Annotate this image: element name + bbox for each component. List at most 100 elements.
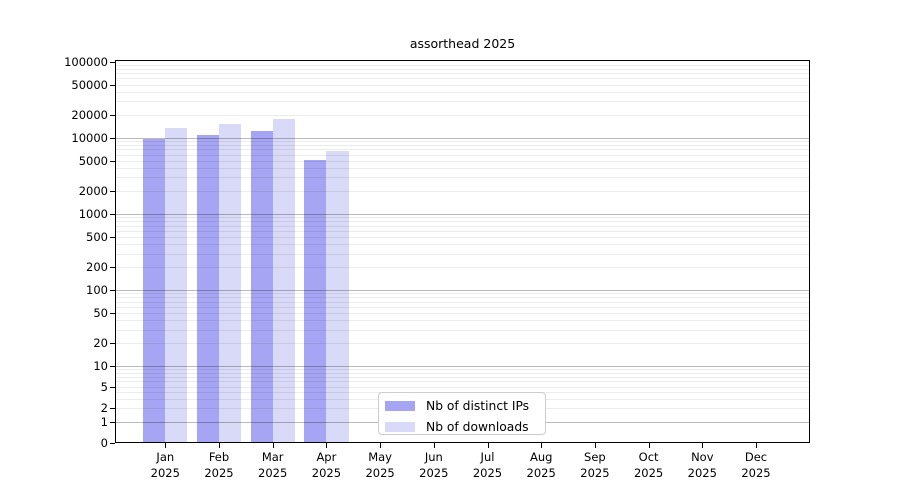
y-tick-mark-20 xyxy=(110,343,115,345)
legend-label-distinct-ips: Nb of distinct IPs xyxy=(426,398,530,413)
x-tick-label-may: May 2025 xyxy=(353,450,407,481)
x-tick-year: 2025 xyxy=(419,465,449,480)
x-tick-month: Mar xyxy=(261,450,284,464)
y-tick-label-100: 100 xyxy=(86,282,108,297)
x-tick-mark-nov xyxy=(702,443,704,448)
y-tick-mark-10 xyxy=(110,366,115,367)
legend-label-downloads: Nb of downloads xyxy=(426,419,529,434)
y-tick-mark-20000 xyxy=(110,114,115,116)
x-tick-label-jun: Jun 2025 xyxy=(407,450,461,481)
legend-swatch-downloads xyxy=(385,421,415,432)
y-tick-label-5: 5 xyxy=(100,379,108,394)
x-tick-year: 2025 xyxy=(526,465,556,480)
y-tick-label-200: 200 xyxy=(86,259,108,274)
plot-area xyxy=(115,60,810,443)
y-tick-mark-5000 xyxy=(110,160,115,162)
legend-item-downloads: Nb of downloads xyxy=(385,418,545,435)
x-tick-year: 2025 xyxy=(365,465,395,480)
x-tick-label-oct: Oct 2025 xyxy=(622,450,676,481)
y-tick-label-2: 2 xyxy=(100,400,108,415)
y-tick-label-1000: 1000 xyxy=(78,206,108,221)
legend-swatch-distinct-ips xyxy=(385,400,415,411)
x-tick-mark-oct xyxy=(648,443,650,448)
x-tick-month: Feb xyxy=(208,450,230,464)
y-tick-mark-100000 xyxy=(110,61,115,63)
bar-downloads-mar xyxy=(272,119,295,443)
x-tick-year: 2025 xyxy=(150,465,180,480)
bar-downloads-feb xyxy=(219,124,242,443)
y-tick-mark-100 xyxy=(110,289,115,291)
x-tick-mark-jan xyxy=(165,443,167,448)
y-tick-mark-5 xyxy=(110,386,115,388)
x-tick-month: Apr xyxy=(316,450,337,464)
y-tick-mark-2000 xyxy=(110,190,115,192)
x-tick-month: Nov xyxy=(691,450,714,464)
y-tick-label-2000: 2000 xyxy=(78,183,108,198)
x-tick-year: 2025 xyxy=(472,465,503,480)
y-tick-mark-0 xyxy=(110,443,115,444)
x-tick-label-mar: Mar 2025 xyxy=(246,450,300,481)
y-tick-label-10000: 10000 xyxy=(71,130,108,145)
chart-title: assorthead 2025 xyxy=(409,36,516,51)
x-tick-year: 2025 xyxy=(580,465,610,480)
x-tick-mark-apr xyxy=(326,443,328,448)
x-tick-month: Jul xyxy=(480,450,495,464)
x-tick-year: 2025 xyxy=(741,465,771,480)
x-tick-label-feb: Feb 2025 xyxy=(192,450,246,481)
y-tick-label-50: 50 xyxy=(93,305,108,320)
x-tick-year: 2025 xyxy=(258,465,288,480)
y-tick-label-0: 0 xyxy=(100,436,108,450)
x-tick-mark-feb xyxy=(219,443,220,448)
bar-distinct-ips-apr xyxy=(304,159,327,443)
x-tick-month: Sep xyxy=(584,450,606,464)
x-tick-mark-jul xyxy=(487,443,489,448)
bar-downloads-jan xyxy=(165,128,188,443)
y-tick-mark-1000 xyxy=(110,213,115,215)
bar-distinct-ips-jan xyxy=(143,139,166,443)
x-tick-label-aug: Aug 2025 xyxy=(514,450,568,481)
x-tick-month: Oct xyxy=(638,450,659,464)
x-tick-month: Jun xyxy=(424,450,443,464)
bar-distinct-ips-feb xyxy=(196,134,219,443)
y-tick-label-100000: 100000 xyxy=(64,54,108,69)
x-tick-label-sep: Sep 2025 xyxy=(568,450,622,481)
bar-distinct-ips-mar xyxy=(250,131,273,443)
x-tick-label-dec: Dec 2025 xyxy=(729,450,783,481)
y-tick-mark-500 xyxy=(110,236,115,238)
legend-item-distinct-ips: Nb of distinct IPs xyxy=(385,397,545,414)
x-tick-year: 2025 xyxy=(204,465,234,480)
y-tick-mark-50000 xyxy=(110,84,115,86)
x-tick-mark-mar xyxy=(272,443,274,448)
x-tick-year: 2025 xyxy=(633,465,664,480)
y-tick-label-500: 500 xyxy=(86,229,108,244)
y-tick-label-20000: 20000 xyxy=(71,107,108,122)
y-tick-mark-10000 xyxy=(110,137,115,139)
x-tick-label-jan: Jan 2025 xyxy=(138,450,192,481)
x-tick-month: Jan xyxy=(156,450,175,464)
y-tick-mark-2 xyxy=(110,407,115,409)
y-tick-mark-200 xyxy=(110,266,115,268)
bar-downloads-apr xyxy=(326,151,349,443)
y-tick-label-50000: 50000 xyxy=(71,77,108,92)
x-tick-mark-jun xyxy=(433,443,435,448)
x-tick-month: May xyxy=(368,450,392,464)
legend: Nb of distinct IPs Nb of downloads xyxy=(378,392,546,435)
y-tick-label-10: 10 xyxy=(93,359,108,373)
x-tick-mark-dec xyxy=(756,443,757,448)
x-tick-year: 2025 xyxy=(687,465,717,480)
y-tick-mark-1 xyxy=(110,421,115,423)
y-tick-label-1: 1 xyxy=(100,414,108,429)
x-tick-year: 2025 xyxy=(311,465,342,480)
x-tick-mark-may xyxy=(380,443,382,448)
x-tick-month: Dec xyxy=(744,450,768,464)
y-tick-label-5000: 5000 xyxy=(78,153,108,168)
y-tick-label-20: 20 xyxy=(93,336,108,351)
x-tick-label-jul: Jul 2025 xyxy=(461,450,515,481)
x-tick-mark-sep xyxy=(594,443,596,448)
y-tick-mark-50 xyxy=(110,312,115,314)
x-tick-month: Aug xyxy=(529,450,553,464)
x-tick-label-nov: Nov 2025 xyxy=(675,450,729,481)
x-tick-mark-aug xyxy=(541,443,543,448)
x-tick-label-apr: Apr 2025 xyxy=(299,450,353,481)
